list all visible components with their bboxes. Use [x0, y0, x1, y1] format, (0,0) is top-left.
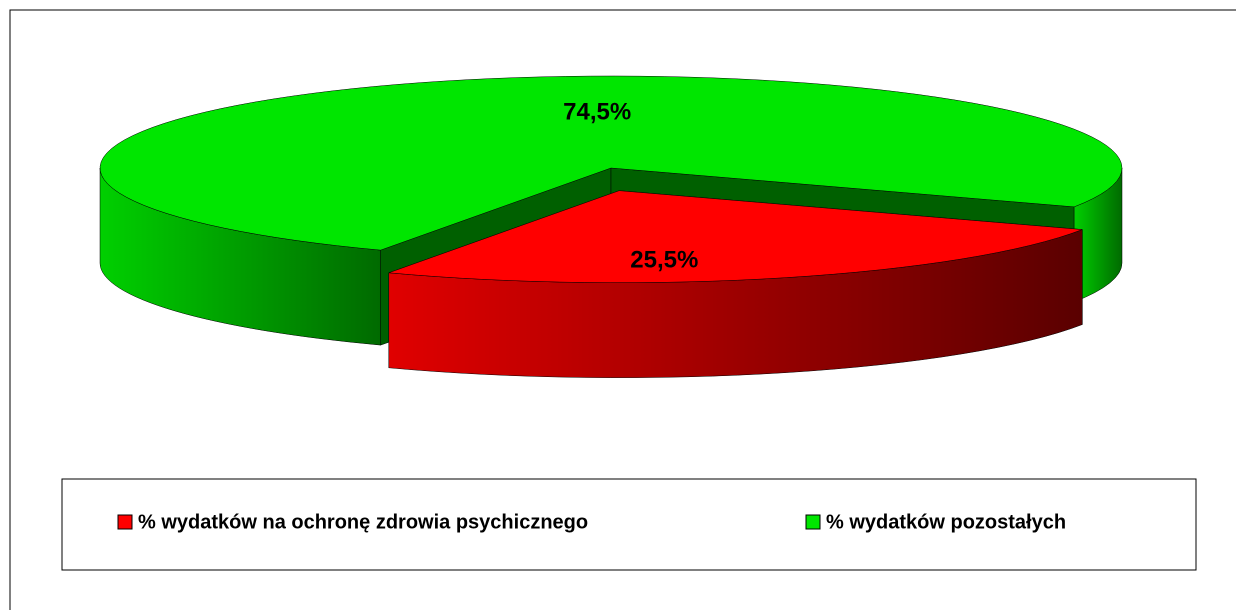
legend: % wydatków na ochronę zdrowia psychiczne… — [117, 511, 1066, 533]
slice — [99, 75, 1123, 251]
slice — [388, 190, 1083, 283]
data-label: 25,5% — [630, 246, 698, 273]
legend-box — [61, 478, 1197, 571]
pie: 25,5% 74,5% — [99, 75, 1123, 378]
legend-label: % wydatków pozostałych — [826, 511, 1066, 533]
legend-label: % wydatków na ochronę zdrowia psychiczne… — [138, 511, 588, 533]
legend-swatch — [805, 514, 821, 530]
data-label: 74,5% — [563, 98, 631, 125]
chart-frame — [9, 9, 1236, 610]
legend-swatch — [117, 514, 133, 530]
